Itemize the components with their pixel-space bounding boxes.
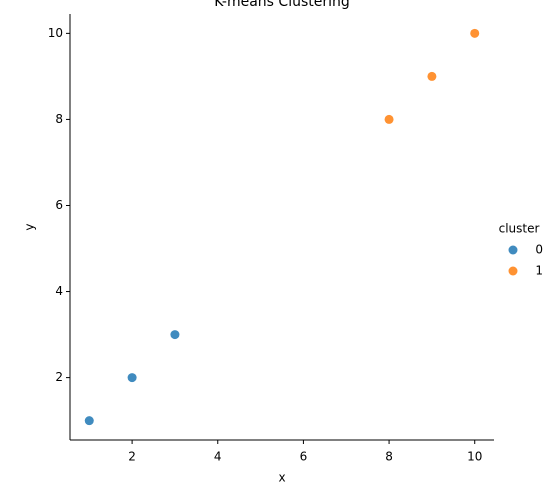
x-tick-label: 8 [385,450,393,464]
y-tick-label: 2 [55,370,63,384]
point [84,416,94,426]
point [384,114,394,124]
y-tick-label: 4 [55,284,63,298]
y-tick-label: 8 [55,112,63,126]
legend-marker [508,245,518,255]
y-tick-label: 10 [48,26,63,40]
legend-label: 0 [535,243,543,257]
point [470,28,480,38]
legend-title: cluster [499,222,540,236]
x-tick-label: 4 [214,450,222,464]
x-tick-label: 10 [467,450,482,464]
y-axis-label: y [23,223,37,230]
x-tick-label: 2 [128,450,136,464]
x-axis-label: x [278,471,285,485]
point [427,71,437,81]
x-tick-label: 6 [300,450,308,464]
legend-marker [508,266,518,276]
y-tick-label: 6 [55,198,63,212]
point [127,373,137,383]
chart-title: K-means Clustering [214,0,350,10]
legend-label: 1 [535,264,543,278]
point [170,330,180,340]
